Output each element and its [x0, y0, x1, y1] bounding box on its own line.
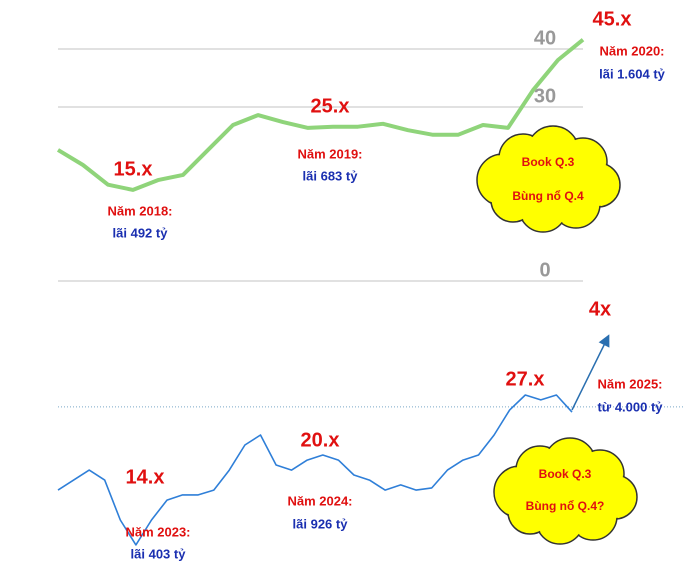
callout-cloud: [476, 125, 621, 233]
arrow: [571, 334, 610, 411]
callout-text: Book Q.3: [539, 467, 592, 481]
callout-text: Book Q.3: [522, 155, 575, 169]
annotation: Năm 2019:: [297, 146, 362, 161]
y-tick-label: 0: [539, 259, 550, 281]
y-tick-label: 40: [534, 27, 556, 49]
cloud-fill: [510, 462, 620, 522]
callout-cloud: [493, 437, 638, 545]
annotation: 25.x: [311, 95, 350, 117]
annotation: Năm 2020:: [599, 43, 664, 58]
annotation: 20.x: [301, 429, 340, 451]
callout-text: Bùng nổ Q.4: [512, 189, 584, 203]
annotation: 27.x: [506, 368, 545, 390]
annotation: 15.x: [114, 158, 153, 180]
annotation: Năm 2025:: [597, 376, 662, 391]
annotation: lãi 492 tỷ: [113, 225, 169, 240]
callout-text: Bùng nổ Q.4?: [526, 499, 605, 513]
annotation: 4x: [589, 298, 611, 320]
annotation: Năm 2023:: [125, 524, 190, 539]
annotation: từ 4.000 tỷ: [597, 399, 663, 414]
annotation: lãi 683 tỷ: [303, 168, 359, 183]
annotation: Năm 2018:: [107, 203, 172, 218]
annotation: lãi 1.604 tỷ: [599, 66, 666, 81]
price-line: [56, 38, 585, 192]
cloud-fill: [493, 150, 603, 210]
annotation: 14.x: [126, 466, 165, 488]
price-line: [57, 394, 573, 546]
annotation: lãi 403 tỷ: [131, 546, 187, 561]
annotation: 45.x: [593, 8, 632, 30]
annotation: lãi 926 tỷ: [293, 516, 349, 531]
annotation: Năm 2024:: [287, 493, 352, 508]
y-tick-label: 30: [534, 85, 556, 107]
